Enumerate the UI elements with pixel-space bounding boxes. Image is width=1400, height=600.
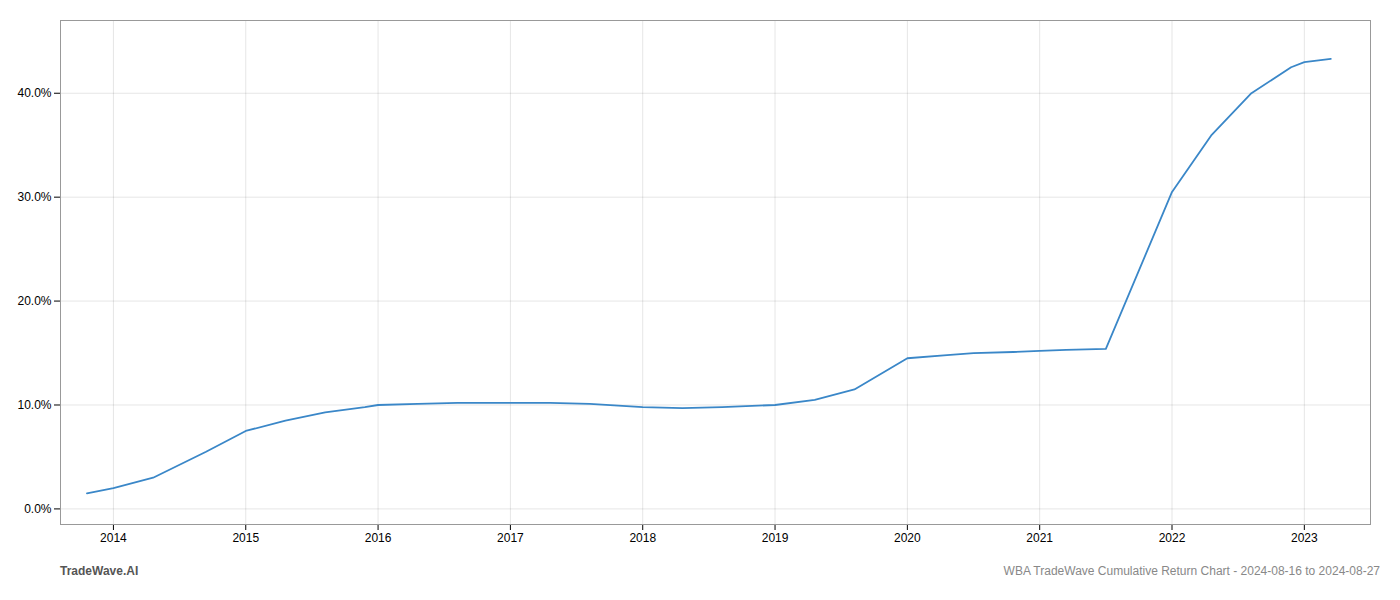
svg-text:2016: 2016 [365,531,392,545]
svg-text:2015: 2015 [232,531,259,545]
svg-text:0.0%: 0.0% [24,502,52,516]
svg-text:2014: 2014 [100,531,127,545]
svg-text:2019: 2019 [762,531,789,545]
svg-text:10.0%: 10.0% [17,398,51,412]
html-text:WBA TradeWave Cumulative Retur: WBA TradeWave Cumulative Return Chart - … [1003,564,1380,578]
html-text:TradeWave.AI: TradeWave.AI [60,564,139,578]
svg-text:2023: 2023 [1291,531,1318,545]
svg-text:2022: 2022 [1159,531,1186,545]
svg-text:2021: 2021 [1026,531,1053,545]
svg-text:2017: 2017 [497,531,524,545]
svg-text:2020: 2020 [894,531,921,545]
svg-text:30.0%: 30.0% [17,190,51,204]
svg-text:2018: 2018 [629,531,656,545]
svg-text:20.0%: 20.0% [17,294,51,308]
svg-text:40.0%: 40.0% [17,86,51,100]
